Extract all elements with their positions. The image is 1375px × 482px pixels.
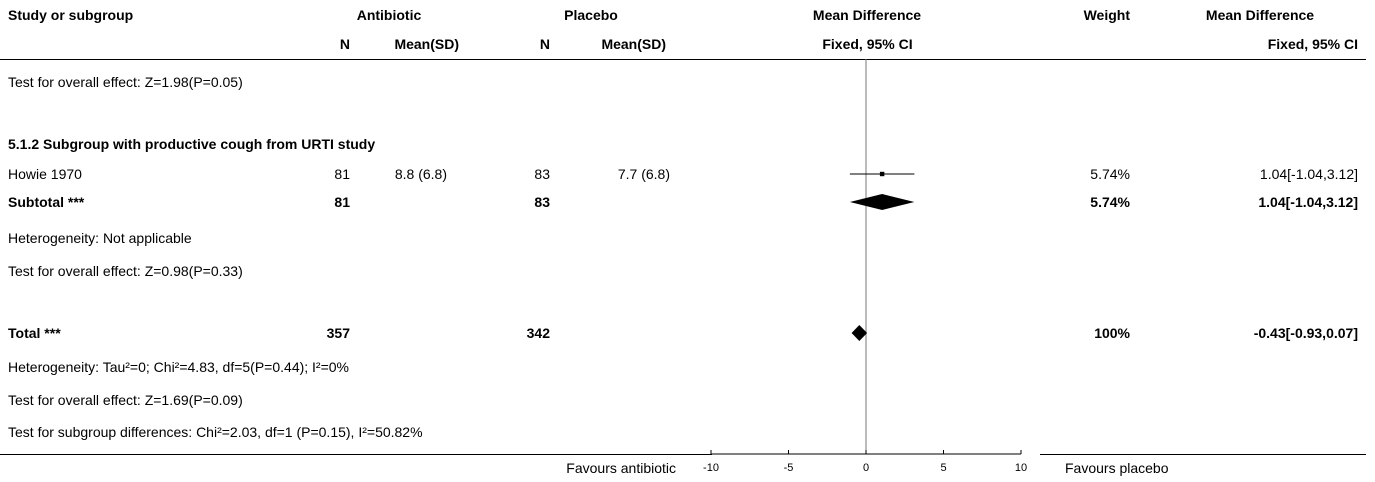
subtotal-label: Subtotal ***	[8, 194, 85, 210]
header-weight: Weight	[1083, 7, 1130, 23]
total-n-placebo: 342	[526, 325, 550, 341]
study-weight: 5.74%	[1090, 166, 1130, 182]
header-fixed-ci-right: Fixed, 95% CI	[1267, 36, 1358, 52]
header-n-antibiotic: N	[339, 36, 350, 52]
header-study: Study or subgroup	[8, 7, 134, 23]
total-n-antibiotic: 357	[326, 325, 350, 341]
bottom-rule-left	[0, 454, 712, 455]
subtotal-ci: 1.04[-1.04,3.12]	[1258, 194, 1358, 210]
x-axis-tick-label: -5	[784, 462, 794, 474]
header-mean-difference: Mean Difference	[812, 7, 922, 23]
header-antibiotic: Antibiotic	[356, 7, 422, 23]
subgroup-overall-effect: Test for overall effect: Z=0.98(P=0.33)	[8, 263, 243, 279]
header-mean-placebo: Mean(SD)	[601, 36, 666, 52]
header-rule	[0, 59, 1366, 60]
study-n-placebo: 83	[534, 166, 550, 182]
header-mean-difference-right: Mean Difference	[1205, 7, 1315, 23]
subtotal-n-placebo: 83	[534, 194, 550, 210]
bottom-rule-right	[1040, 454, 1366, 455]
subgroup-heterogeneity: Heterogeneity: Not applicable	[8, 230, 192, 246]
study-mean-placebo: 7.7 (6.8)	[617, 166, 670, 182]
total-overall-effect: Test for overall effect: Z=1.69(P=0.09)	[8, 392, 243, 408]
study-name: Howie 1970	[8, 166, 82, 182]
favours-antibiotic-label: Favours antibiotic	[566, 460, 676, 476]
x-axis-tick-label: 10	[1015, 462, 1027, 474]
total-label: Total ***	[8, 325, 61, 341]
header-fixed-ci: Fixed, 95% CI	[822, 36, 913, 52]
x-axis-tick-label: 0	[863, 462, 869, 474]
total-ci: -0.43[-0.93,0.07]	[1253, 325, 1358, 341]
study-ci: 1.04[-1.04,3.12]	[1259, 166, 1358, 182]
study-mean-antibiotic: 8.8 (6.8)	[394, 166, 447, 182]
x-axis-tick-label: 5	[940, 462, 946, 474]
study-n-antibiotic: 81	[334, 166, 350, 182]
subtotal-weight: 5.74%	[1090, 194, 1130, 210]
x-axis-tick-label: -10	[703, 462, 719, 474]
total-weight: 100%	[1094, 325, 1130, 341]
header-mean-antibiotic: Mean(SD)	[394, 36, 459, 52]
favours-placebo-label: Favours placebo	[1065, 460, 1169, 476]
header-n-placebo: N	[539, 36, 550, 52]
overall-effect-prev: Test for overall effect: Z=1.98(P=0.05)	[8, 74, 243, 90]
subtotal-diamond	[849, 194, 915, 210]
study-point-estimate	[879, 171, 885, 177]
subgroup-differences: Test for subgroup differences: Chi²=2.03…	[8, 424, 423, 440]
subgroup-title: 5.1.2 Subgroup with productive cough fro…	[8, 136, 376, 152]
total-heterogeneity: Heterogeneity: Tau²=0; Chi²=4.83, df=5(P…	[8, 359, 350, 375]
header-placebo: Placebo	[564, 7, 618, 23]
total-diamond	[851, 325, 868, 341]
subtotal-n-antibiotic: 81	[334, 194, 350, 210]
